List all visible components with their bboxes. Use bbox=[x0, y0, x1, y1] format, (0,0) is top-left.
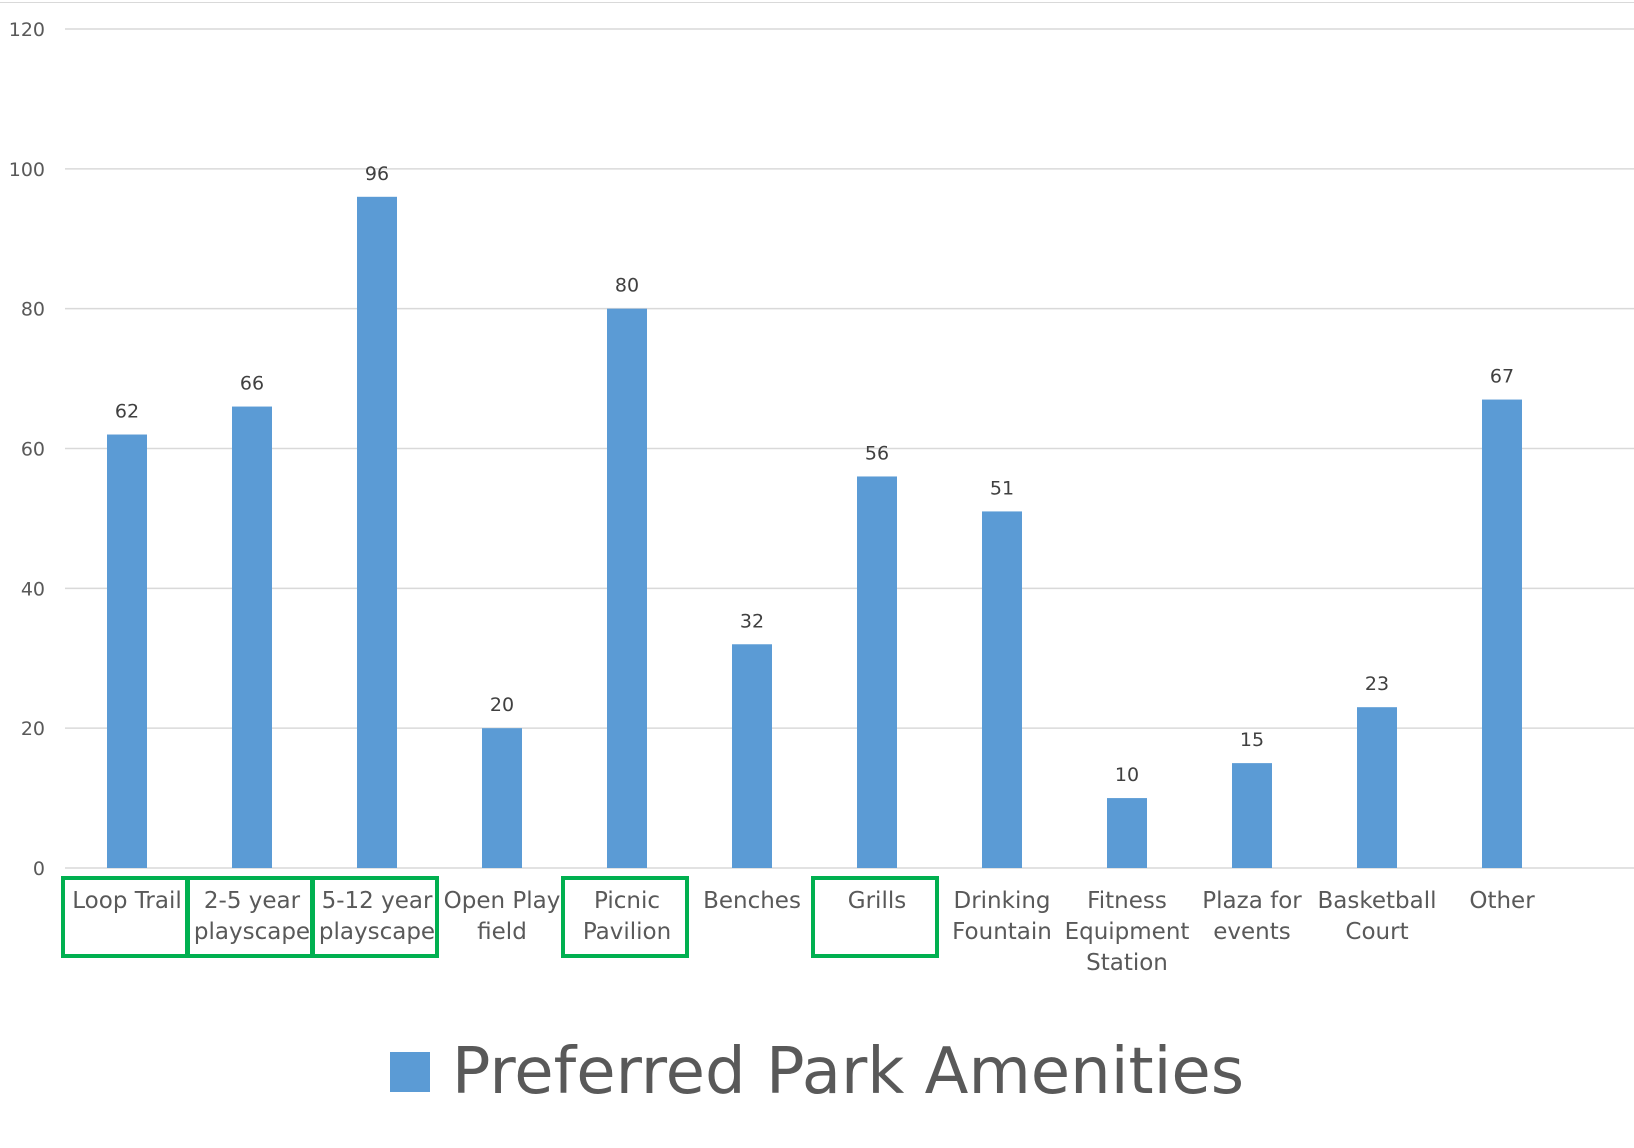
x-category-label-line: Benches bbox=[703, 888, 801, 914]
bar-5 bbox=[732, 644, 772, 868]
bar-4 bbox=[607, 308, 647, 869]
bar-2 bbox=[357, 196, 397, 869]
data-label-5: 32 bbox=[740, 610, 764, 632]
x-category-label-5: Benches bbox=[703, 888, 801, 914]
x-category-label-line: Fountain bbox=[952, 919, 1052, 945]
legend: Preferred Park Amenities bbox=[0, 1040, 1634, 1104]
x-category-label-1: 2-5 year playscape bbox=[194, 888, 310, 945]
x-category-label-line: Basketball bbox=[1318, 888, 1437, 914]
data-label-10: 23 bbox=[1365, 673, 1389, 695]
x-axis-category-labels: Loop Trail 2-5 year playscape 5-12 year play… bbox=[72, 888, 1535, 976]
x-category-label-8: Fitness Equipment Station bbox=[1065, 888, 1190, 976]
x-category-label-line: Court bbox=[1345, 919, 1408, 945]
x-category-label-line: 5-12 year bbox=[322, 888, 433, 914]
x-category-label-line: Open Play bbox=[444, 888, 561, 914]
x-category-label-line: Drinking bbox=[953, 888, 1050, 914]
data-labels: 62 66 96 20 80 32 56 51 10 15 23 67 bbox=[115, 163, 1514, 786]
y-tick-label-40: 40 bbox=[21, 578, 45, 600]
x-category-label-line: Pavilion bbox=[583, 919, 671, 945]
top-border bbox=[0, 2, 1634, 3]
legend-label: Preferred Park Amenities bbox=[451, 1035, 1245, 1109]
y-tick-label-80: 80 bbox=[21, 299, 45, 321]
x-category-label-line: playscape bbox=[194, 919, 310, 945]
data-label-11: 67 bbox=[1490, 366, 1514, 388]
y-tick-label-20: 20 bbox=[21, 718, 45, 740]
x-category-label-10: Basketball Court bbox=[1318, 888, 1437, 945]
x-category-label-line: Other bbox=[1469, 888, 1535, 914]
bar-9 bbox=[1232, 763, 1272, 868]
bar-3 bbox=[482, 728, 522, 868]
x-category-label-0: Loop Trail bbox=[72, 888, 181, 914]
x-category-label-4: Picnic Pavilion bbox=[583, 888, 671, 945]
bar-6 bbox=[857, 476, 897, 868]
data-label-4: 80 bbox=[615, 275, 639, 297]
bars bbox=[107, 196, 1522, 869]
x-category-label-line: 2-5 year bbox=[204, 888, 301, 914]
y-tick-label-60: 60 bbox=[21, 439, 45, 461]
x-category-label-line: Plaza for bbox=[1202, 888, 1302, 914]
data-label-8: 10 bbox=[1115, 764, 1139, 786]
x-category-label-6: Grills bbox=[848, 888, 906, 914]
highlight-boxes bbox=[61, 876, 939, 958]
x-category-label-11: Other bbox=[1469, 888, 1535, 914]
x-category-label-line: field bbox=[477, 919, 527, 945]
bar-8 bbox=[1107, 798, 1147, 868]
bar-7 bbox=[982, 511, 1022, 868]
x-category-label-line: Grills bbox=[848, 888, 906, 914]
gridlines bbox=[65, 28, 1634, 869]
y-tick-label-100: 100 bbox=[9, 159, 45, 181]
y-tick-label-120: 120 bbox=[9, 19, 45, 41]
data-label-6: 56 bbox=[865, 442, 889, 464]
x-category-label-line: Equipment bbox=[1065, 919, 1190, 945]
bar-0 bbox=[107, 434, 147, 868]
data-label-7: 51 bbox=[990, 477, 1014, 499]
highlight-box-6 bbox=[811, 876, 939, 958]
x-category-label-3: Open Play field bbox=[444, 888, 561, 945]
bar-11 bbox=[1482, 399, 1522, 868]
x-category-label-9: Plaza for events bbox=[1202, 888, 1302, 945]
highlight-box-4 bbox=[561, 876, 689, 958]
x-category-label-line: Fitness bbox=[1087, 888, 1167, 914]
highlight-box-2 bbox=[311, 876, 439, 958]
data-label-3: 20 bbox=[490, 694, 514, 716]
x-category-label-2: 5-12 year playscape bbox=[319, 888, 435, 945]
x-category-label-7: Drinking Fountain bbox=[952, 888, 1052, 945]
x-category-label-line: Station bbox=[1086, 950, 1168, 976]
data-label-9: 15 bbox=[1240, 729, 1264, 751]
data-label-1: 66 bbox=[240, 373, 264, 395]
y-tick-label-0: 0 bbox=[33, 858, 45, 880]
data-label-0: 62 bbox=[115, 401, 139, 423]
x-category-label-line: Loop Trail bbox=[72, 888, 181, 914]
bar-10 bbox=[1357, 707, 1397, 868]
data-label-2: 96 bbox=[365, 163, 389, 185]
x-category-label-line: playscape bbox=[319, 919, 435, 945]
bar-1 bbox=[232, 406, 272, 868]
x-category-label-line: events bbox=[1213, 919, 1291, 945]
y-axis-tick-labels: 0 20 40 60 80 100 120 bbox=[9, 19, 45, 880]
x-category-label-line: Picnic bbox=[594, 888, 660, 914]
legend-swatch bbox=[389, 1052, 430, 1092]
